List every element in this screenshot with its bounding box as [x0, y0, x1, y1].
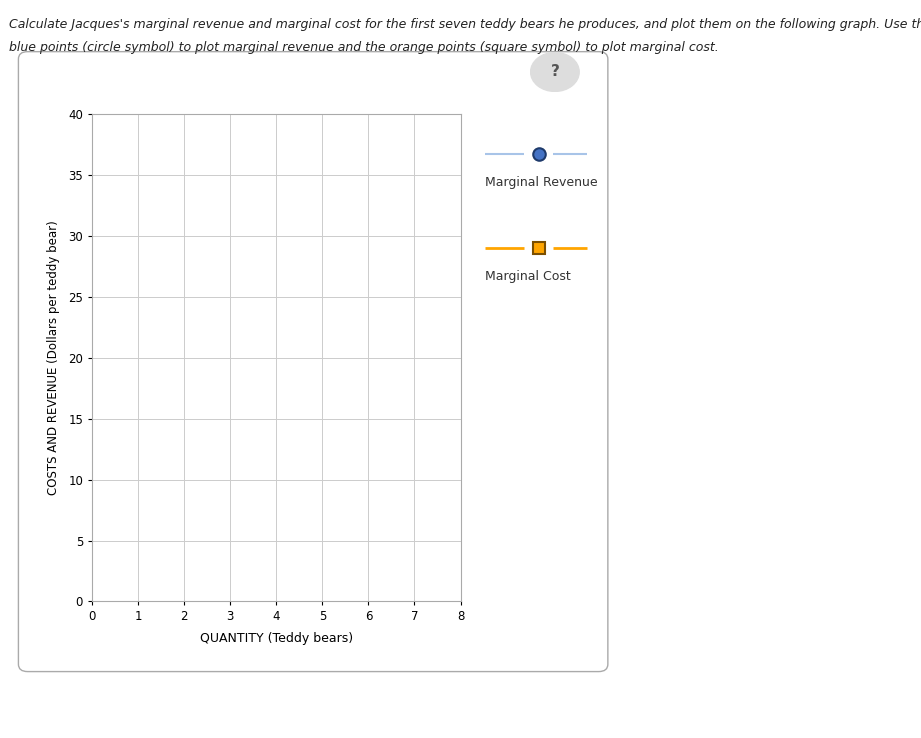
- Y-axis label: COSTS AND REVENUE (Dollars per teddy bear): COSTS AND REVENUE (Dollars per teddy bea…: [47, 221, 60, 495]
- Text: Marginal Revenue: Marginal Revenue: [484, 176, 598, 189]
- Text: Marginal Cost: Marginal Cost: [484, 270, 571, 283]
- Circle shape: [530, 52, 579, 92]
- Text: ?: ?: [551, 64, 559, 80]
- Text: Calculate Jacques's marginal revenue and marginal cost for the first seven teddy: Calculate Jacques's marginal revenue and…: [9, 18, 921, 32]
- X-axis label: QUANTITY (Teddy bears): QUANTITY (Teddy bears): [200, 632, 353, 645]
- Text: blue points (circle symbol) to plot marginal revenue and the orange points (squa: blue points (circle symbol) to plot marg…: [9, 41, 719, 54]
